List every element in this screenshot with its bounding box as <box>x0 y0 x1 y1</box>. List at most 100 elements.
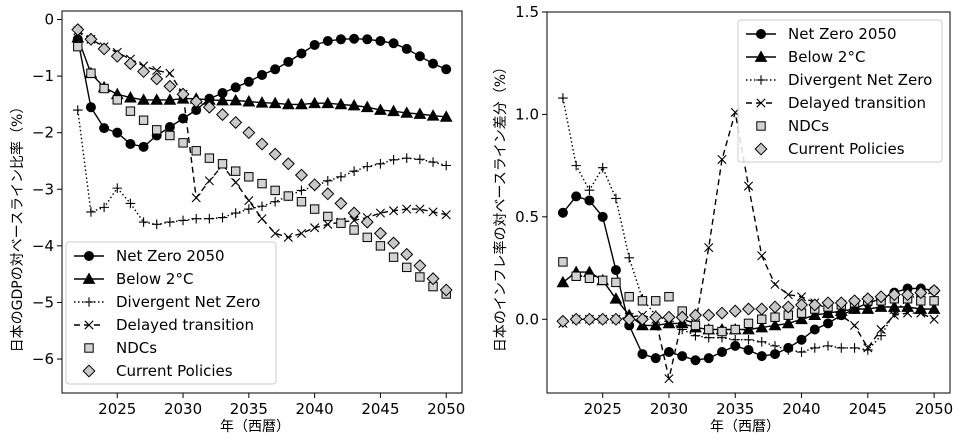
gdp-legend-label: Delayed transition <box>116 316 254 334</box>
gdp-legend-box <box>65 241 277 385</box>
gdp-point-delayed-transition <box>296 228 307 238</box>
gdp-y-tick-label: −6 <box>32 350 54 368</box>
inflation-legend-item-divergent-net-zero: Divergent Net Zero <box>746 71 932 89</box>
gdp-point-ndcs <box>86 68 96 78</box>
gdp-point-ndcs <box>204 153 215 163</box>
gdp-point-delayed-transition <box>257 214 267 224</box>
gdp-point-current-policies <box>426 272 440 286</box>
gdp-point-ndcs <box>73 41 83 52</box>
gdp-point-delayed-transition <box>349 215 359 225</box>
gdp-point-delayed-transition <box>310 223 320 233</box>
inflation-point-delayed-transition <box>743 181 754 191</box>
gdp-point-ndcs <box>283 191 294 201</box>
gdp-point-delayed-transition <box>152 65 162 76</box>
inflation-point-ndcs <box>690 320 701 331</box>
inflation-chart-panel: 日本のインフレ率の対ベースライン差分（%） 年（西暦） 2025 2030 2035… <box>492 3 953 435</box>
inflation-point-current-policies <box>901 288 915 302</box>
inflation-point-ndcs <box>597 275 608 286</box>
gdp-chart-panel: 日本のGDPの対ベースライン比率（%） 年（西暦） 2025 2030 2035 20… <box>9 10 465 435</box>
gdp-legend-item-net-zero-2050: Net Zero 2050 <box>74 247 225 265</box>
inflation-x-tick-label: 2035 <box>716 400 754 418</box>
gdp-point-current-policies <box>202 100 216 114</box>
gdp-point-current-policies <box>229 115 243 129</box>
inflation-point-divergent-net-zero <box>743 334 754 345</box>
inflation-legend-label: NDCs <box>788 117 829 135</box>
gdp-point-current-policies <box>321 187 335 201</box>
gdp-point-ndcs <box>323 211 333 222</box>
inflation-point-delayed-transition <box>717 154 727 165</box>
inflation-point-below-2-c <box>609 292 623 304</box>
gdp-point-net-zero-2050 <box>322 35 333 46</box>
inflation-point-divergent-net-zero <box>796 347 807 357</box>
gdp-point-ndcs <box>349 225 359 235</box>
gdp-series-net-zero-2050 <box>72 33 452 152</box>
inflation-point-below-2-c <box>927 302 941 314</box>
gdp-point-below-2-c <box>308 96 321 109</box>
inflation-point-divergent-net-zero <box>690 330 701 341</box>
gdp-point-current-policies <box>150 72 164 86</box>
gdp-point-ndcs <box>191 146 201 156</box>
gdp-point-divergent-net-zero <box>72 105 83 115</box>
gdp-point-divergent-net-zero <box>151 219 162 230</box>
gdp-point-ndcs <box>296 197 307 207</box>
gdp-point-ndcs <box>244 172 254 182</box>
inflation-point-net-zero-2050 <box>597 211 608 222</box>
gdp-point-ndcs <box>257 178 267 189</box>
gdp-point-current-policies <box>308 178 322 192</box>
gdp-point-divergent-net-zero <box>270 196 280 207</box>
gdp-point-ndcs <box>178 138 188 148</box>
inflation-point-divergent-net-zero <box>624 253 634 263</box>
gdp-x-tick-label: 2025 <box>98 400 136 418</box>
inflation-point-delayed-transition <box>757 251 767 261</box>
gdp-point-delayed-transition <box>441 210 451 220</box>
gdp-legend-marker <box>82 272 96 284</box>
gdp-point-divergent-net-zero <box>244 204 254 214</box>
inflation-point-delayed-transition <box>863 343 873 353</box>
gdp-point-ndcs <box>402 262 412 273</box>
inflation-y-tick-label: 1.5 <box>515 3 539 21</box>
inflation-legend-marker <box>756 75 766 85</box>
inflation-point-net-zero-2050 <box>690 355 701 366</box>
gdp-line-delayed-transition <box>77 30 447 239</box>
inflation-legend-item-delayed-transition: Delayed transition <box>746 94 926 112</box>
inflation-point-ndcs <box>584 273 595 283</box>
inflation-point-delayed-transition <box>664 374 674 384</box>
gdp-series-below-2-c <box>71 31 453 122</box>
gdp-point-current-policies <box>71 23 85 37</box>
gdp-point-below-2-c <box>242 95 256 107</box>
inflation-legend-item-below-2-c: Below 2°C <box>746 48 865 66</box>
inflation-point-net-zero-2050 <box>743 344 754 355</box>
gdp-point-net-zero-2050 <box>85 102 96 113</box>
inflation-legend-marker <box>756 121 766 131</box>
gdp-point-below-2-c <box>334 97 348 110</box>
gdp-point-ndcs <box>309 204 320 214</box>
inflation-legend-label: Delayed transition <box>788 94 926 112</box>
inflation-point-below-2-c <box>795 312 808 325</box>
inflation-point-current-policies <box>795 298 809 312</box>
gdp-point-current-policies <box>281 157 295 171</box>
gdp-legend-label: Below 2°C <box>116 270 193 288</box>
inflation-point-current-policies <box>662 310 676 324</box>
gdp-point-below-2-c <box>387 104 400 117</box>
gdp-point-current-policies <box>255 137 269 151</box>
inflation-point-divergent-net-zero <box>876 330 886 341</box>
inflation-legend-marker <box>754 50 768 62</box>
gdp-point-net-zero-2050 <box>230 82 241 93</box>
inflation-point-divergent-net-zero <box>611 193 621 204</box>
gdp-point-delayed-transition <box>388 206 399 216</box>
gdp-point-current-policies <box>176 87 190 101</box>
inflation-point-net-zero-2050 <box>770 349 781 360</box>
inflation-legend-marker <box>754 142 768 156</box>
gdp-point-ndcs <box>152 125 162 135</box>
gdp-x-tick-label: 2030 <box>164 400 202 418</box>
inflation-point-delayed-transition <box>836 310 846 320</box>
inflation-point-divergent-net-zero <box>849 343 860 353</box>
inflation-point-divergent-net-zero <box>889 308 900 318</box>
gdp-point-net-zero-2050 <box>125 138 136 149</box>
gdp-point-below-2-c <box>216 93 229 106</box>
inflation-point-below-2-c <box>768 318 782 331</box>
inflation-point-ndcs <box>558 257 568 267</box>
inflation-point-below-2-c <box>848 302 861 314</box>
gdp-legend-label: Current Policies <box>116 362 233 380</box>
inflation-y-tick-label: 0.0 <box>515 310 539 328</box>
